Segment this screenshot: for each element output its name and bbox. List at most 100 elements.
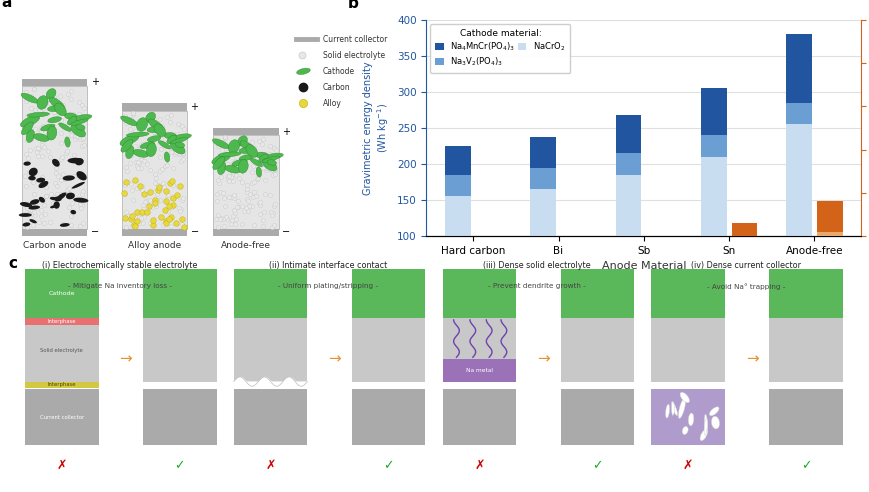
Ellipse shape [68, 158, 83, 163]
Text: →: → [119, 352, 132, 367]
Ellipse shape [70, 124, 85, 137]
Ellipse shape [263, 153, 283, 159]
Text: - Mitigate Na inventory loss -: - Mitigate Na inventory loss - [68, 283, 171, 289]
Ellipse shape [56, 192, 66, 201]
Bar [731, 259, 756, 260]
Text: (i) Electrochemically stable electrolyte: (i) Electrochemically stable electrolyte [42, 261, 197, 270]
Bar [768, 389, 842, 445]
Ellipse shape [76, 124, 85, 130]
Bar [786, 124, 811, 308]
Ellipse shape [64, 113, 76, 120]
Ellipse shape [267, 159, 276, 165]
Ellipse shape [66, 193, 74, 199]
Text: b: b [348, 0, 359, 11]
Text: c: c [9, 256, 17, 271]
Text: Na metal: Na metal [465, 368, 493, 373]
Text: - Prevent dendrite growth -: - Prevent dendrite growth - [488, 283, 586, 289]
Text: ✗: ✗ [474, 460, 484, 472]
Ellipse shape [224, 165, 241, 173]
Bar [445, 196, 470, 308]
Ellipse shape [176, 142, 184, 148]
Bar [560, 270, 634, 318]
Ellipse shape [73, 198, 89, 203]
Ellipse shape [708, 407, 719, 416]
Ellipse shape [239, 154, 253, 161]
Ellipse shape [687, 413, 693, 426]
Bar [475, 295, 501, 306]
Bar [561, 277, 586, 279]
Text: →: → [745, 352, 758, 367]
Bar [646, 274, 671, 366]
Ellipse shape [29, 176, 36, 181]
Ellipse shape [711, 416, 719, 429]
Text: −: − [91, 227, 99, 238]
Bar [122, 111, 187, 229]
Bar [213, 135, 278, 229]
Ellipse shape [213, 157, 224, 170]
Bar [442, 270, 515, 318]
Ellipse shape [39, 197, 45, 203]
Ellipse shape [36, 95, 48, 109]
Text: Solid electrolyte: Solid electrolyte [40, 348, 83, 353]
Ellipse shape [158, 141, 170, 149]
Bar [700, 135, 726, 157]
Text: Alloy: Alloy [322, 99, 341, 108]
Ellipse shape [700, 430, 706, 441]
Bar [646, 272, 671, 274]
Bar [560, 318, 634, 382]
Ellipse shape [120, 134, 139, 146]
Ellipse shape [70, 210, 76, 215]
Ellipse shape [140, 142, 155, 149]
Text: Alloy anode: Alloy anode [128, 241, 181, 250]
Bar [22, 79, 87, 86]
Bar [816, 201, 841, 232]
Ellipse shape [54, 197, 62, 201]
Bar [234, 389, 307, 445]
Ellipse shape [296, 68, 310, 74]
Bar [530, 137, 555, 168]
Ellipse shape [147, 136, 161, 142]
Bar [475, 306, 501, 366]
Ellipse shape [167, 135, 176, 144]
Ellipse shape [30, 199, 39, 205]
Text: +: + [282, 126, 290, 137]
Text: Cathode: Cathode [322, 67, 355, 76]
Ellipse shape [48, 106, 62, 112]
Bar [213, 229, 278, 236]
Ellipse shape [26, 129, 35, 143]
Bar [445, 175, 470, 196]
Bar [25, 325, 98, 382]
Ellipse shape [58, 123, 71, 131]
Ellipse shape [46, 89, 56, 99]
Ellipse shape [71, 182, 85, 188]
Text: ✗: ✗ [56, 460, 67, 472]
Text: Cathode: Cathode [49, 291, 75, 296]
Ellipse shape [681, 427, 687, 434]
Bar [351, 270, 425, 318]
Text: →: → [536, 352, 549, 367]
Ellipse shape [33, 134, 50, 141]
Bar [25, 270, 98, 318]
Ellipse shape [239, 148, 253, 154]
Bar [22, 229, 87, 236]
Ellipse shape [29, 168, 37, 176]
Bar [615, 175, 640, 308]
Ellipse shape [262, 158, 276, 171]
Ellipse shape [66, 193, 75, 199]
Ellipse shape [146, 143, 156, 156]
Ellipse shape [67, 116, 76, 125]
Ellipse shape [237, 136, 247, 146]
Text: ✓: ✓ [175, 460, 185, 472]
Ellipse shape [27, 112, 50, 117]
Ellipse shape [232, 159, 246, 166]
Bar [213, 128, 278, 135]
Ellipse shape [218, 152, 241, 157]
Text: Solid electrolyte: Solid electrolyte [322, 51, 384, 60]
Ellipse shape [246, 145, 257, 157]
Bar [530, 168, 555, 189]
Ellipse shape [171, 134, 191, 140]
Bar [651, 318, 724, 382]
Ellipse shape [154, 124, 166, 137]
Text: Interphase: Interphase [48, 319, 76, 324]
X-axis label: Anode Material: Anode Material [600, 261, 686, 272]
